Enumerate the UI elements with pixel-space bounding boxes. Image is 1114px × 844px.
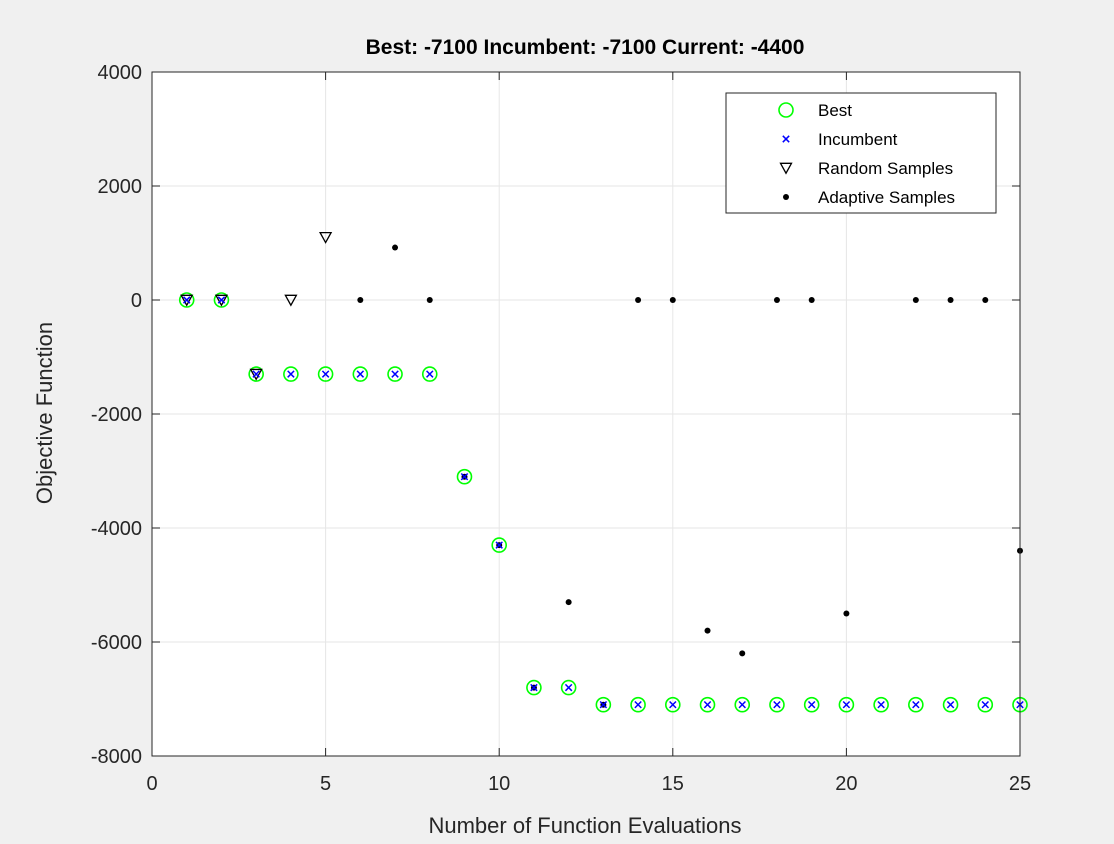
- random-sample-marker: [214, 294, 229, 307]
- adaptive-sample-marker: [843, 610, 850, 617]
- best-marker: [734, 696, 751, 713]
- adaptive-sample-marker: [739, 650, 746, 657]
- best-marker: [908, 696, 924, 713]
- legend-label: Adaptive Samples: [818, 188, 955, 207]
- incumbent-marker: [634, 700, 642, 709]
- y-axis-label: Objective Function: [32, 322, 57, 504]
- adaptive-sample-marker: [773, 297, 780, 303]
- incumbent-marker: [807, 700, 816, 709]
- incumbent-marker: [530, 683, 538, 692]
- y-tick-label: -8000: [91, 746, 142, 768]
- incumbent-marker: [460, 472, 469, 481]
- incumbent-marker: [738, 700, 746, 709]
- incumbent-marker: [877, 700, 885, 709]
- adaptive-sample-marker: [947, 297, 954, 303]
- best-marker: [317, 366, 334, 382]
- best-marker: [213, 292, 230, 308]
- incumbent-marker: [426, 370, 434, 378]
- adaptive-sample-marker: [808, 297, 815, 303]
- incumbent-marker: [391, 370, 399, 378]
- incumbent-marker: [321, 370, 330, 378]
- random-sample-marker: [249, 368, 263, 381]
- best-marker: [248, 366, 264, 382]
- incumbent-marker: [669, 700, 677, 709]
- adaptive-sample-marker: [392, 244, 399, 251]
- incumbent-marker: [217, 296, 226, 304]
- best-marker: [178, 292, 195, 308]
- y-tick-label: 0: [131, 290, 142, 312]
- best-marker: [491, 537, 508, 553]
- x-tick-label: 5: [320, 773, 331, 795]
- x-tick-label: 15: [662, 773, 684, 795]
- incumbent-marker: [495, 541, 503, 549]
- legend-box: [725, 92, 997, 214]
- axis-ticks: 0 5 10 15 20 25 -8000 -6000 -4000 -2000 0 2000 4000: [91, 62, 1031, 795]
- data-marks: [178, 231, 1028, 713]
- best-marker: [942, 696, 959, 713]
- best-marker: [699, 696, 716, 713]
- x-tick-label: 25: [1009, 773, 1031, 795]
- legend-items: Best Incumbent Random Samples Adaptive Samp…: [778, 101, 955, 207]
- legend: Best Incumbent Random Samples Adaptive Samp…: [725, 92, 997, 214]
- y-tick-label: 4000: [98, 62, 143, 84]
- legend-incumbent-marker: [782, 135, 790, 143]
- random-sample-marker: [318, 231, 333, 244]
- legend-random-sample-marker: [779, 162, 793, 175]
- incumbent-marker: [356, 370, 365, 378]
- random-sample-marker: [284, 294, 298, 307]
- incumbent-marker: [287, 370, 295, 378]
- y-tick-label: 2000: [98, 176, 143, 198]
- best-marker: [283, 366, 299, 382]
- y-tick-label: -2000: [91, 404, 142, 426]
- best-marker: [769, 696, 785, 713]
- legend-best-marker: [778, 102, 794, 118]
- random-sample-marker: [180, 294, 194, 307]
- legend-label: Random Samples: [818, 159, 953, 178]
- adaptive-sample-marker: [912, 297, 919, 303]
- adaptive-sample-marker: [704, 627, 711, 634]
- incumbent-marker: [842, 700, 851, 709]
- incumbent-marker: [182, 296, 191, 304]
- legend-adaptive-sample-marker: [783, 194, 789, 200]
- incumbent-marker: [599, 700, 608, 709]
- chart-title: Best: -7100 Incumbent: -7100 Current: -4…: [366, 36, 805, 59]
- best-marker: [387, 366, 403, 382]
- adaptive-sample-marker: [357, 297, 364, 303]
- incumbent-marker: [981, 700, 990, 709]
- adaptive-sample-marker: [426, 297, 433, 303]
- adaptive-sample-marker: [635, 297, 642, 303]
- best-marker: [526, 679, 542, 696]
- adaptive-sample-marker: [565, 599, 572, 606]
- x-tick-label: 20: [835, 773, 857, 795]
- best-marker: [560, 679, 577, 696]
- best-marker: [873, 696, 889, 713]
- incumbent-marker: [773, 700, 781, 709]
- best-marker: [977, 696, 994, 713]
- best-marker: [630, 696, 646, 713]
- best-marker: [664, 696, 681, 713]
- incumbent-marker: [703, 700, 712, 709]
- incumbent-marker: [252, 370, 260, 378]
- incumbent-marker: [946, 700, 955, 709]
- best-marker: [421, 366, 438, 382]
- adaptive-sample-marker: [669, 297, 676, 303]
- best-marker: [456, 468, 473, 485]
- x-axis-label: Number of Function Evaluations: [428, 813, 741, 838]
- incumbent-marker: [912, 700, 920, 709]
- y-tick-label: -6000: [91, 632, 142, 654]
- best-marker: [595, 696, 612, 713]
- best-marker: [803, 696, 820, 713]
- legend-label: Best: [818, 101, 852, 120]
- x-tick-label: 0: [146, 773, 157, 795]
- incumbent-marker: [564, 683, 573, 692]
- best-marker: [352, 366, 369, 382]
- x-tick-label: 10: [488, 773, 510, 795]
- legend-label: Incumbent: [818, 130, 898, 149]
- best-marker: [838, 696, 855, 713]
- y-tick-label: -4000: [91, 518, 142, 540]
- adaptive-sample-marker: [982, 297, 989, 303]
